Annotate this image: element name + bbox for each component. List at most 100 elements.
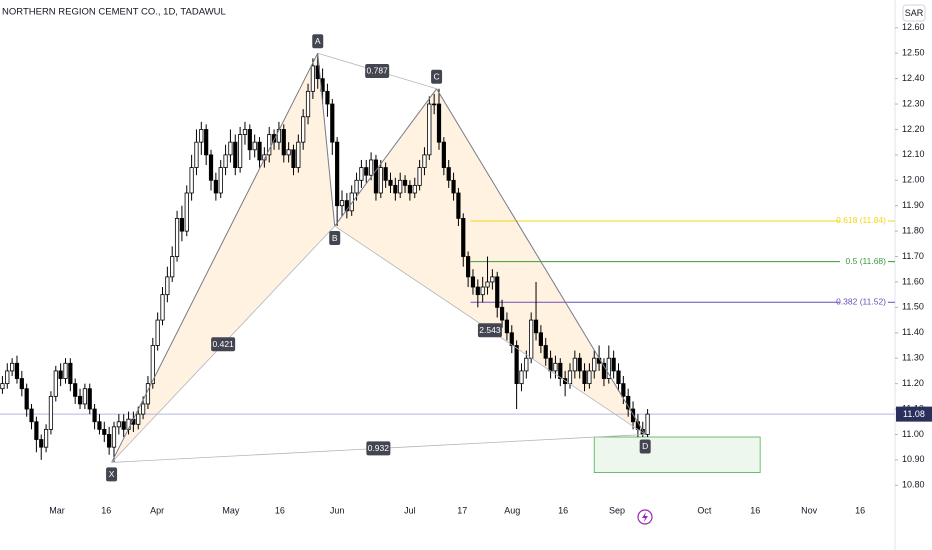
x-tick-label: Nov — [801, 505, 818, 515]
ratio-label: 2.543 — [479, 325, 501, 335]
point-box — [312, 34, 324, 49]
candle-body — [107, 434, 112, 448]
candle-body — [63, 362, 68, 379]
candle-body — [102, 428, 107, 435]
y-tick-label: 10.80 — [902, 480, 925, 490]
candle-body — [519, 370, 524, 385]
y-tick-label: 12.30 — [902, 98, 925, 108]
candle-body — [422, 154, 427, 168]
candle-body — [242, 129, 248, 135]
replay-icon[interactable] — [637, 509, 653, 525]
point-label: A — [315, 36, 321, 46]
candle-body — [228, 141, 233, 156]
fib-label: 0.5 (11.68) — [846, 256, 887, 266]
candle-body — [77, 395, 83, 405]
candle-body — [179, 218, 185, 232]
candle-body — [252, 141, 257, 151]
candle-body — [558, 362, 563, 379]
candle-body — [417, 167, 422, 186]
candle-body — [53, 370, 58, 397]
candle-body — [393, 184, 398, 194]
candle-body — [368, 159, 374, 176]
ratio-label: 0.932 — [368, 443, 390, 453]
y-tick-label: 11.60 — [902, 276, 924, 286]
icon-circle[interactable] — [637, 509, 653, 525]
x-tick-label: 16 — [750, 505, 760, 515]
candle-body — [194, 141, 199, 168]
x-tick-label: 17 — [457, 505, 467, 515]
ratio-box — [477, 323, 502, 338]
candle-body — [296, 141, 301, 168]
candle-body — [373, 159, 379, 194]
candle-body — [582, 370, 587, 385]
target-box — [593, 436, 761, 473]
icon-bolt[interactable] — [642, 512, 648, 522]
candle-body — [432, 103, 437, 106]
point-label: C — [434, 72, 440, 82]
y-tick-label: 12.20 — [902, 124, 925, 134]
candle-body — [616, 370, 621, 385]
x-tick-label: Jul — [404, 505, 416, 515]
candle-body — [116, 421, 121, 428]
y-tick-label: 12.40 — [902, 73, 925, 83]
candle-body — [238, 134, 243, 168]
x-tick-label: 16 — [101, 505, 111, 515]
candle-body — [499, 306, 505, 321]
candle-body — [402, 179, 408, 186]
candle-body — [621, 383, 626, 397]
candle-body — [388, 179, 393, 186]
x-tick-label: Jun — [330, 505, 345, 515]
x-tick-label: 16 — [855, 505, 865, 515]
candle-body — [339, 200, 345, 207]
y-tick-label: 11.90 — [902, 200, 924, 210]
candle-body — [383, 167, 388, 181]
candle-body — [538, 332, 543, 346]
candle-body — [10, 362, 15, 372]
x-tick-label: Apr — [150, 505, 164, 515]
candle-body — [587, 370, 592, 385]
y-tick-label: 11.30 — [902, 353, 924, 363]
candle-body — [529, 319, 534, 359]
y-tick-label: 10.90 — [902, 454, 925, 464]
point-box — [106, 467, 118, 482]
candle-body — [446, 167, 451, 181]
candle-body — [68, 362, 73, 385]
ratio-label: 0.421 — [213, 339, 235, 349]
candle-body — [630, 408, 636, 423]
last-price-tag — [896, 406, 932, 422]
point-box — [329, 231, 341, 246]
candle-body — [39, 439, 44, 448]
candle-body — [14, 362, 20, 379]
candle-body — [524, 357, 529, 372]
candle-body — [305, 90, 311, 118]
ratio-box — [366, 441, 391, 456]
candle-body — [412, 184, 417, 194]
y-tick-label: 12.50 — [902, 48, 925, 58]
candle-body — [87, 388, 92, 410]
candle-body — [165, 276, 170, 296]
candle-body — [606, 357, 611, 379]
candle-body — [286, 149, 291, 156]
currency: SAR — [905, 8, 924, 18]
candle-body — [533, 319, 539, 334]
candle-body — [204, 129, 209, 156]
candle-body — [344, 200, 349, 212]
candle-body — [407, 184, 413, 194]
candle-body — [82, 388, 87, 405]
currency-box — [902, 4, 926, 22]
candle-body — [325, 90, 330, 105]
candle-body — [504, 319, 510, 334]
candle-body — [155, 319, 160, 346]
pattern-line — [111, 52, 319, 463]
candle-body — [281, 129, 286, 156]
y-tick-label: 11.50 — [902, 302, 924, 312]
candle-body — [291, 149, 296, 168]
candle-body — [170, 256, 175, 278]
candle-body — [5, 370, 10, 385]
candle-body — [461, 218, 466, 257]
candle-body — [257, 141, 262, 161]
last-price-label: 11.08 — [903, 409, 925, 419]
candle-body — [567, 370, 573, 385]
